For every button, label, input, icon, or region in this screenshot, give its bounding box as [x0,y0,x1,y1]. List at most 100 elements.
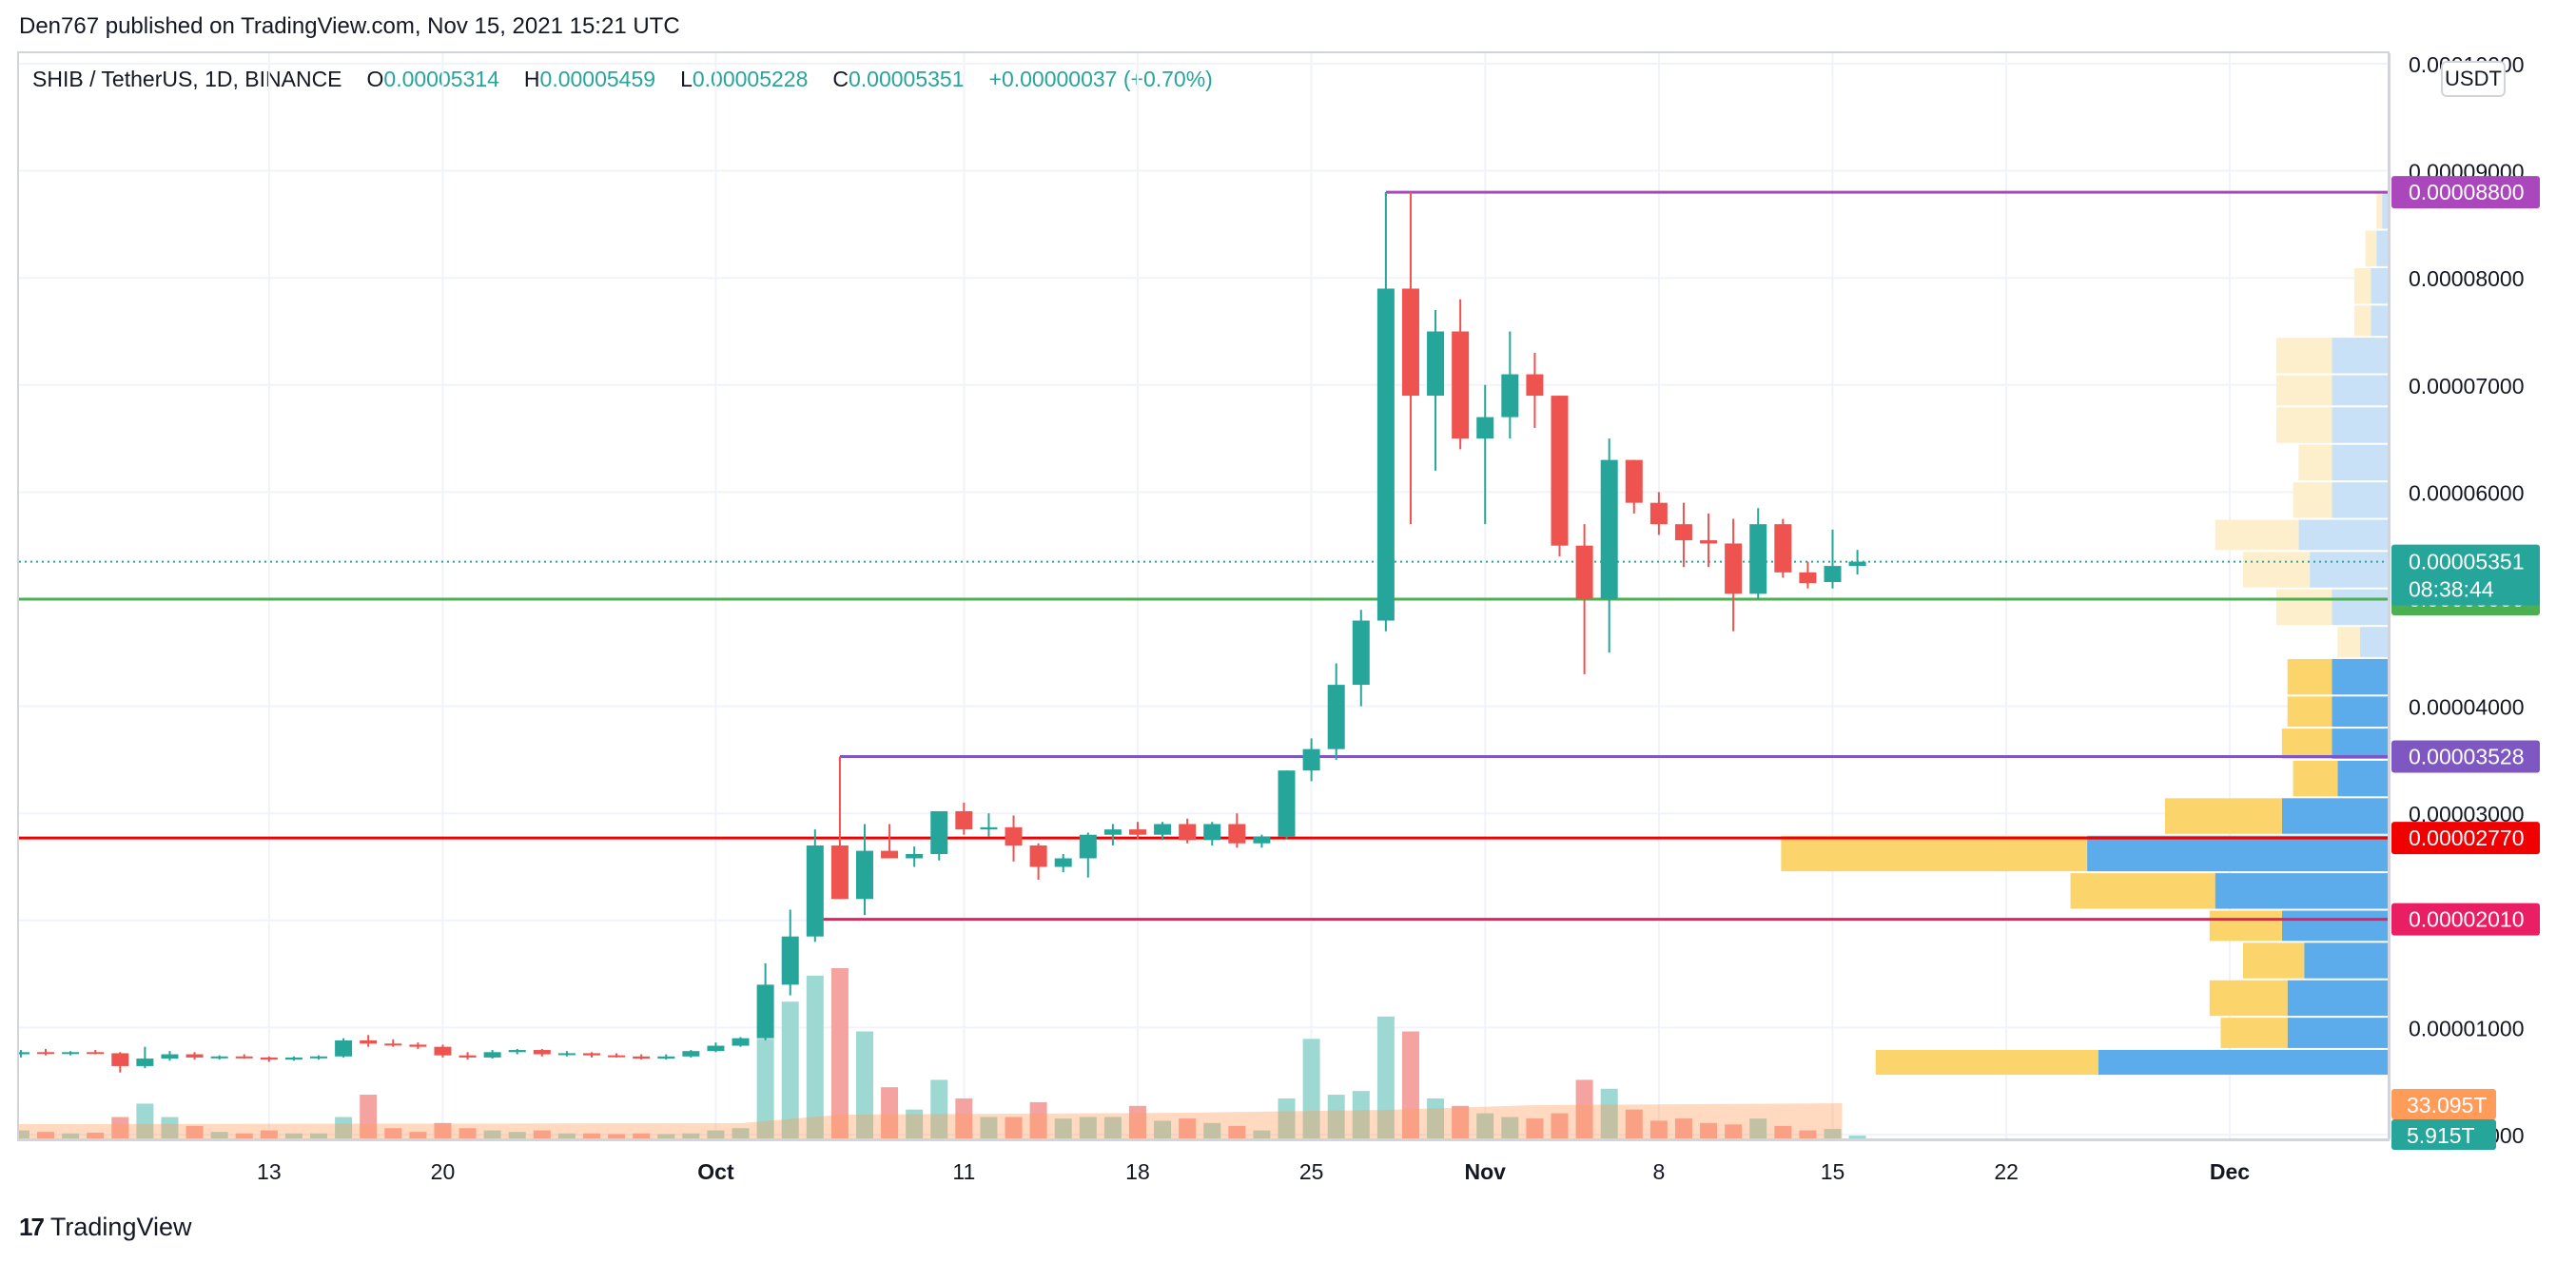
level-price-label-bg [2391,176,2540,209]
volume-bar [360,1095,378,1139]
volume-bar [881,1087,899,1139]
x-tick-label: 11 [952,1159,975,1184]
x-tick-label: 20 [431,1159,456,1184]
volume-bar [1054,1118,1072,1139]
candle-body [1476,417,1494,439]
candle-body [1600,459,1618,599]
volume-bar [384,1128,402,1139]
volume-bar [87,1132,105,1139]
volume-profile-down-bar [2276,589,2332,626]
level-price-label-bg [2391,822,2540,855]
volume-profile-down-bar [2293,760,2338,797]
volume-profile-down-bar [2165,798,2282,834]
candle-body [1079,834,1097,859]
candle-body [235,1056,253,1059]
candle-body [1427,331,1445,397]
volume-profile-up-bar [2310,552,2388,588]
candle-body [1327,685,1345,749]
volume-bar [459,1128,477,1139]
volume-profile-down-bar [2209,910,2282,942]
volume-bar [657,1134,675,1139]
volume-profile-down-bar [2276,338,2332,374]
volume-bar [508,1132,526,1139]
volume-bar [111,1117,129,1139]
x-tick-label: Nov [1465,1159,1507,1184]
volume-bar [260,1130,278,1139]
level-price-label: 0.00002010 [2409,907,2525,932]
candle-body [1551,396,1569,546]
y-tick-label: 0.00006000 [2409,480,2525,505]
candle-body [1848,561,1866,567]
volume-bar [955,1098,973,1139]
volume-profile-up-bar [2332,696,2388,728]
volume-bar [781,1001,799,1139]
volume-ma-area [19,1103,1843,1139]
volume-bar [1079,1117,1097,1139]
volume-bar [1625,1109,1643,1139]
tradingview-logo[interactable]: 17 TradingView [19,1213,192,1242]
volume-profile-up-bar [2332,338,2388,374]
volume-profile-up-bar [2287,1018,2388,1048]
volume-bar [235,1133,253,1139]
volume-profile-down-bar [2276,407,2332,443]
volume-profile-down-bar [2070,873,2215,909]
volume-bar [335,1117,353,1139]
candle-body [1029,845,1047,867]
high-value: 0.00005459 [539,67,656,91]
candle-body [756,984,774,1039]
volume-axis-label: 5.915T [2407,1123,2475,1148]
volume-profile-down-bar [2337,627,2360,657]
candle-body [781,936,799,985]
symbol-label[interactable]: SHIB / TetherUS, 1D, BINANCE [32,67,342,91]
volume-bar [1575,1079,1593,1139]
tradingview-brand: TradingView [49,1213,192,1241]
volume-bar [483,1130,501,1139]
low-value: 0.00005228 [692,67,809,91]
volume-profile-up-bar [2298,519,2388,551]
volume-bar [1476,1113,1494,1139]
level-price-label: 0.00002770 [2409,826,2525,850]
candle-body [1401,288,1419,397]
volume-bar [1029,1101,1047,1139]
volume-profile-up-bar [2332,444,2388,481]
volume-bar [1352,1091,1370,1139]
currency-button[interactable]: USDT [2441,61,2506,97]
volume-bar [210,1132,228,1139]
volume-profile-up-bar [2304,942,2388,979]
volume-profile-up-bar [2332,589,2388,626]
candle-body [1054,858,1072,867]
volume-profile-down-bar [2220,1018,2288,1048]
volume-profile-down-bar [2209,980,2288,1017]
volume-axis-label-bg [2391,1119,2496,1150]
volume-bar [1526,1118,1544,1139]
candle-body [161,1054,179,1059]
volume-bar [19,1130,29,1139]
candle-body [1674,524,1692,541]
candle-body [284,1057,302,1060]
volume-bar [1154,1120,1172,1139]
volume-profile-up-bar [2332,658,2388,695]
x-tick-label: 13 [257,1159,282,1184]
volume-profile-up-bar [2332,729,2388,759]
high-label: H [523,67,540,91]
x-tick-label: 18 [1125,1159,1150,1184]
volume-profile-down-bar [2353,267,2371,304]
candle-body [335,1040,353,1057]
volume-bar [633,1133,651,1139]
volume-profile-up-bar [2382,193,2388,229]
candle-body [260,1057,278,1060]
volume-bar [1848,1136,1866,1139]
candle-body [310,1056,328,1059]
level-price-label-bg [2391,740,2540,773]
volume-profile-up-bar [2281,798,2388,834]
volume-bar [1253,1130,1271,1139]
volume-profile-up-bar [2332,407,2388,443]
y-tick-label: 0.00008000 [2409,266,2525,291]
candle-body [830,845,849,900]
volume-profile-down-bar [2281,729,2332,759]
level-price-label: 0.00003528 [2409,745,2525,769]
candle-body [1526,374,1544,397]
candle-body [1128,829,1146,835]
change-value: +0.00000037 (+0.70%) [988,67,1213,91]
